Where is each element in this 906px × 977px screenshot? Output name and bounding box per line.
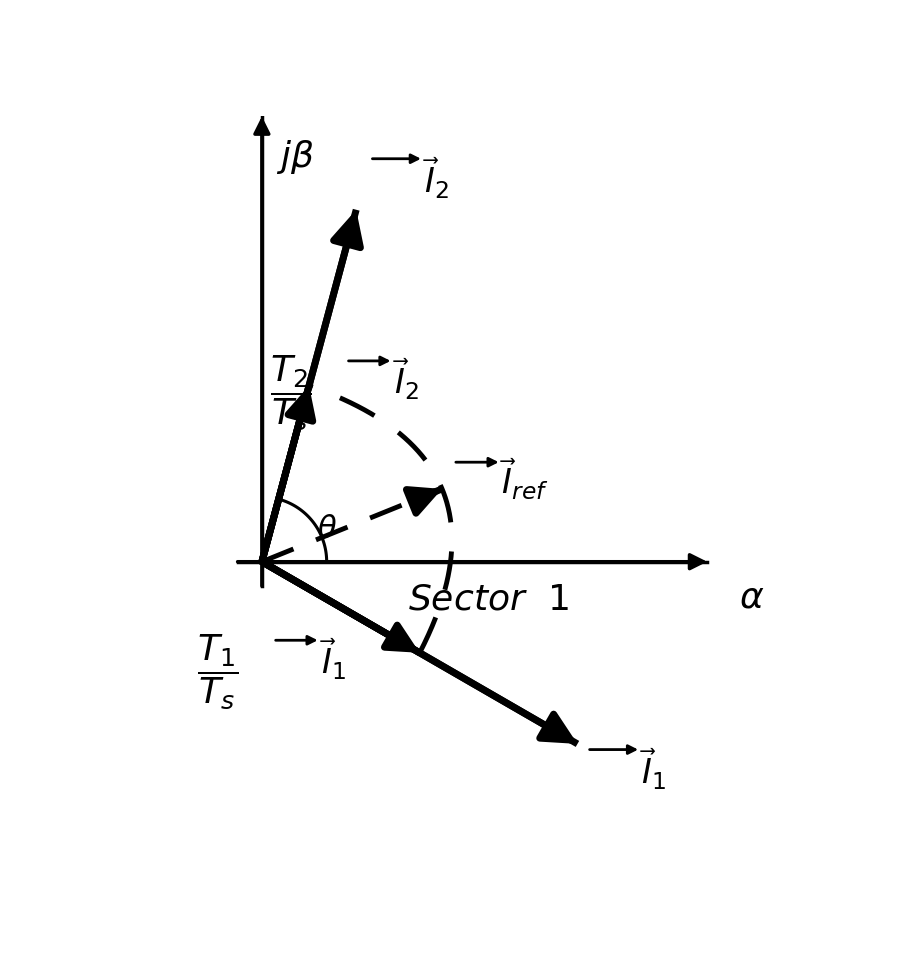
Text: $Sector\ \ 1$: $Sector\ \ 1$ xyxy=(408,581,569,616)
Text: $\vec{I}_1$: $\vec{I}_1$ xyxy=(320,636,347,681)
Text: $\dfrac{T_1}{T_s}$: $\dfrac{T_1}{T_s}$ xyxy=(197,632,238,710)
Text: $\vec{I}_1$: $\vec{I}_1$ xyxy=(640,745,666,791)
Text: $\theta$: $\theta$ xyxy=(317,513,337,544)
Text: $\alpha$: $\alpha$ xyxy=(738,580,764,614)
Text: $\vec{I}_{ref}$: $\vec{I}_{ref}$ xyxy=(500,456,549,501)
Text: $\vec{I}_2$: $\vec{I}_2$ xyxy=(393,357,419,403)
Text: $\dfrac{T_2}{T_s}$: $\dfrac{T_2}{T_s}$ xyxy=(270,353,311,432)
Text: $j\beta$: $j\beta$ xyxy=(276,138,314,176)
Text: $\vec{I}_2$: $\vec{I}_2$ xyxy=(422,155,449,201)
